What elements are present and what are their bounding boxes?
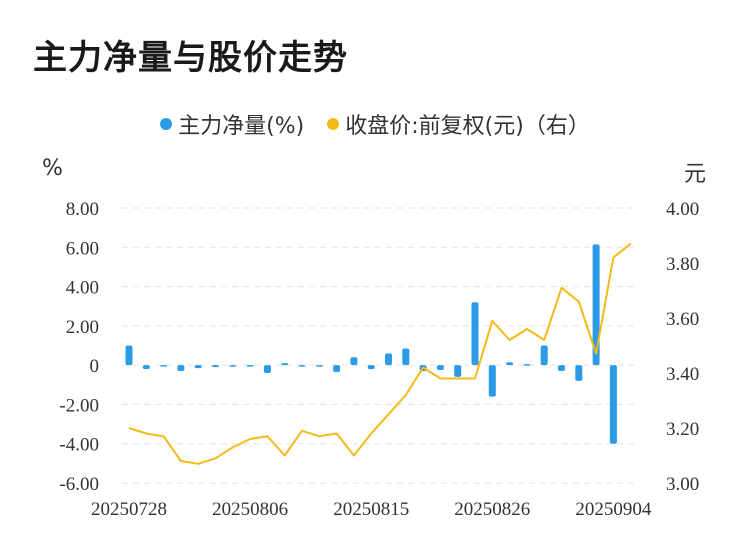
left-tick-label: -6.00 xyxy=(59,474,99,495)
bar xyxy=(523,364,531,366)
chart-title: 主力净量与股价走势 xyxy=(33,38,348,78)
left-tick-label: 0 xyxy=(90,356,100,377)
bar xyxy=(436,365,444,371)
bar xyxy=(454,365,462,377)
right-tick-label: 3.40 xyxy=(666,364,699,385)
right-tick-label: 3.60 xyxy=(666,309,699,330)
bar xyxy=(263,365,271,373)
bar xyxy=(229,365,237,367)
left-axis-unit: % xyxy=(42,156,63,181)
x-tick-label: 20250904 xyxy=(575,499,652,520)
bar xyxy=(281,363,289,366)
legend-item-close-price[interactable]: 收盘价:前复权(元)（右） xyxy=(327,108,590,140)
bar xyxy=(125,345,133,366)
bar xyxy=(160,365,168,367)
bar xyxy=(471,302,479,366)
legend-dot-net-volume xyxy=(160,118,173,130)
bar xyxy=(333,365,341,373)
right-tick-label: 3.80 xyxy=(666,254,699,275)
bar xyxy=(558,365,565,372)
bar xyxy=(142,365,150,370)
x-tick-label: 20250815 xyxy=(333,499,409,520)
bar xyxy=(315,365,323,367)
bar xyxy=(506,362,514,366)
right-tick-label: 3.00 xyxy=(666,474,699,495)
x-tick-label: 20250806 xyxy=(212,499,288,520)
bar xyxy=(609,365,617,444)
right-tick-label: 3.20 xyxy=(666,419,699,440)
bar xyxy=(194,365,202,369)
left-tick-label: 8.00 xyxy=(66,199,99,220)
right-axis-unit: 元 xyxy=(684,162,707,187)
legend-item-net-volume[interactable]: 主力净量(%) xyxy=(160,108,304,140)
bar xyxy=(367,365,375,370)
bar xyxy=(212,365,219,368)
bar xyxy=(575,365,583,381)
bar xyxy=(385,353,392,366)
x-tick-label: 20250728 xyxy=(91,499,167,520)
bar xyxy=(350,357,358,366)
bar xyxy=(402,348,410,366)
bar xyxy=(298,365,306,367)
left-tick-label: -2.00 xyxy=(59,395,99,416)
bar xyxy=(246,365,254,367)
right-tick-label: 4.00 xyxy=(666,199,699,220)
bar xyxy=(592,244,600,366)
legend-label-net-volume: 主力净量(%) xyxy=(178,114,305,139)
x-tick-label: 20250826 xyxy=(454,499,530,520)
left-tick-label: 4.00 xyxy=(66,278,99,299)
legend-label-close-price: 收盘价:前复权(元)（右） xyxy=(345,114,590,139)
legend: 主力净量(%) 收盘价:前复权(元)（右） xyxy=(0,108,750,140)
bar xyxy=(177,365,185,372)
legend-dot-close-price xyxy=(327,118,340,130)
bar xyxy=(540,345,548,366)
price-line xyxy=(128,242,632,465)
bar xyxy=(488,365,496,397)
left-tick-label: 2.00 xyxy=(66,317,99,338)
left-tick-label: -4.00 xyxy=(59,435,99,456)
left-tick-label: 6.00 xyxy=(66,238,99,259)
